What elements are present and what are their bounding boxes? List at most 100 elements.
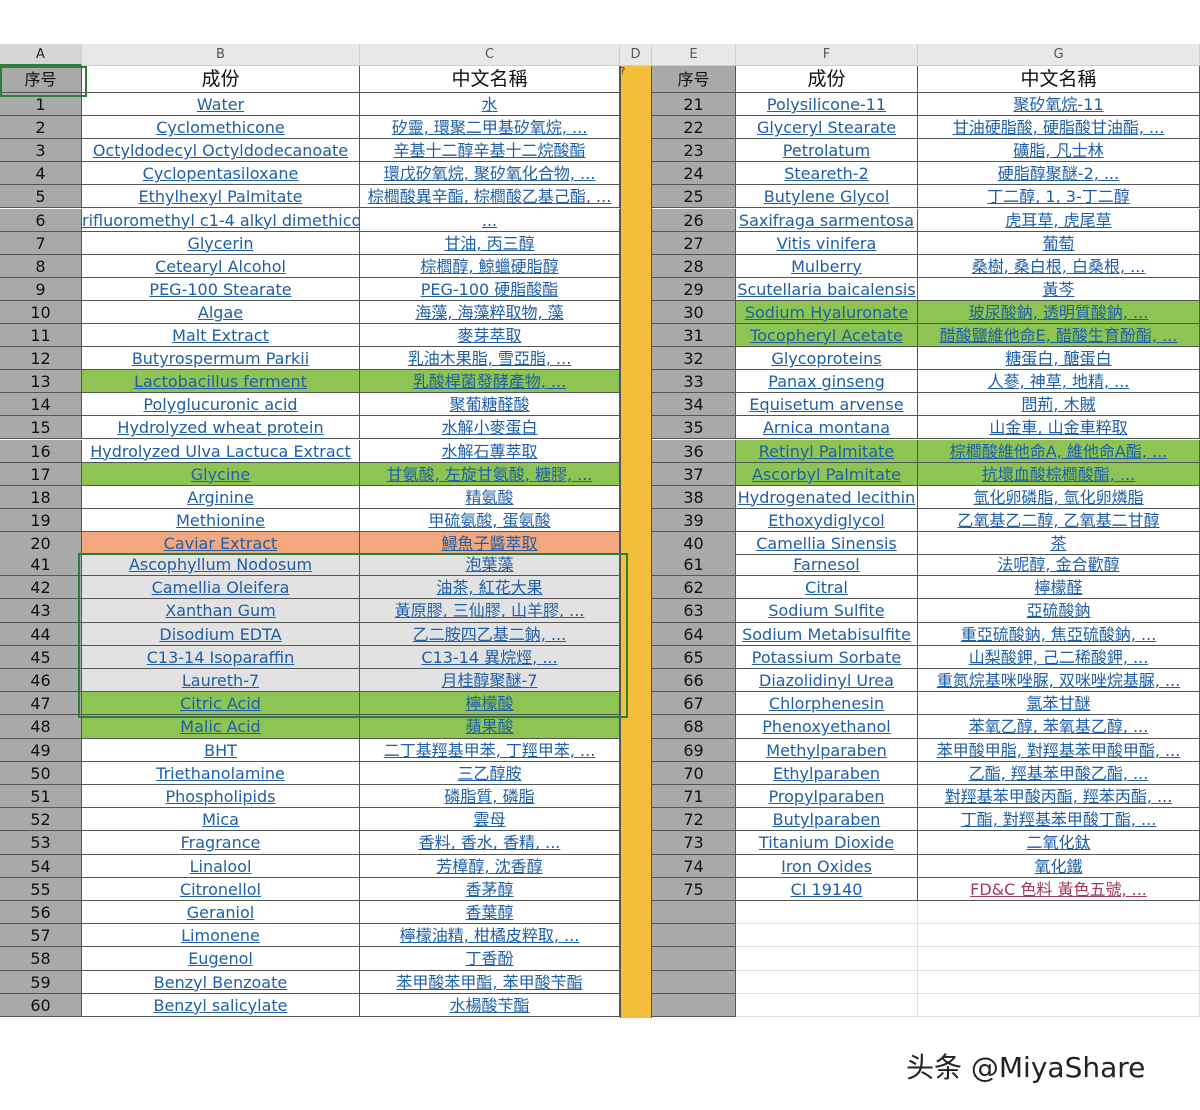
- chinese-name-link[interactable]: 聚葡糖醛酸: [360, 393, 620, 417]
- chinese-name-link[interactable]: 精氨酸: [360, 485, 620, 509]
- ingredient-link[interactable]: Octyldodecyl Octyldodecanoate: [82, 139, 360, 163]
- chinese-name-link[interactable]: 芳樟醇, 沈香醇: [360, 854, 620, 878]
- chinese-name-link[interactable]: 甲硫氨酸, 蛋氨酸: [360, 508, 620, 532]
- empty-cell[interactable]: [918, 993, 1200, 1017]
- chinese-name-link[interactable]: 苯甲酸苯甲酯, 苯甲酸苄酯: [360, 970, 620, 994]
- ingredient-link[interactable]: Benzyl salicylate: [82, 993, 360, 1017]
- ingredient-link[interactable]: Diazolidinyl Urea: [736, 669, 918, 693]
- ingredient-link[interactable]: Disodium EDTA: [82, 622, 360, 646]
- chinese-name-link[interactable]: 二氧化鈦: [918, 831, 1200, 855]
- chinese-name-link[interactable]: 醋酸鹽維他命E, 醋酸生育酚酯, ...: [918, 324, 1200, 348]
- ingredient-link[interactable]: Cyclopentasiloxane: [82, 162, 360, 186]
- chinese-name-link[interactable]: 雲母: [360, 808, 620, 832]
- ingredient-link[interactable]: Potassium Sorbate: [736, 645, 918, 669]
- ingredient-link[interactable]: Vitis vinifera: [736, 231, 918, 255]
- chinese-name-link[interactable]: 重氮烷基咪唑脲, 双咪唑烷基脲, ...: [918, 669, 1200, 693]
- ingredient-link[interactable]: C13-14 Isoparaffin: [82, 645, 360, 669]
- chinese-name-link[interactable]: 麥芽萃取: [360, 324, 620, 348]
- ingredient-link[interactable]: Butyrospermum Parkii: [82, 347, 360, 371]
- chinese-name-link[interactable]: 水: [360, 93, 620, 117]
- chinese-name-link[interactable]: 重亞硫酸鈉, 焦亞硫酸鈉, ...: [918, 622, 1200, 646]
- chinese-name-link[interactable]: 泡葉藻: [360, 553, 620, 577]
- chinese-name-link[interactable]: 乙酯, 羥基苯甲酸乙酯, ...: [918, 761, 1200, 785]
- chinese-name-link[interactable]: 虎耳草, 虎尾草: [918, 208, 1200, 232]
- chinese-name-link[interactable]: 水解小麥蛋白: [360, 416, 620, 440]
- empty-cell[interactable]: [736, 924, 918, 948]
- chinese-name-link[interactable]: 水楊酸苄酯: [360, 993, 620, 1017]
- chinese-name-link[interactable]: 辛基十二醇辛基十二烷酸酯: [360, 139, 620, 163]
- column-header-e[interactable]: E: [652, 44, 736, 66]
- chinese-name-link[interactable]: 硬脂醇聚醚-2, ...: [918, 162, 1200, 186]
- chinese-name-link[interactable]: 氫化卵磷脂, 氫化卵燐脂: [918, 485, 1200, 509]
- ingredient-link[interactable]: Hydrogenated lecithin: [736, 485, 918, 509]
- chinese-name-link[interactable]: 氯苯甘醚: [918, 692, 1200, 716]
- chinese-name-link[interactable]: 檸檬油精, 柑橘皮粹取, ...: [360, 924, 620, 948]
- chinese-name-link[interactable]: 山金車, 山金車粹取: [918, 416, 1200, 440]
- chinese-name-link[interactable]: 棕櫚醇, 鯨蠟硬脂醇: [360, 254, 620, 278]
- chinese-name-link[interactable]: 桑樹, 桑白根, 白桑根, ...: [918, 254, 1200, 278]
- ingredient-link[interactable]: Camellia Sinensis: [736, 531, 918, 555]
- empty-cell[interactable]: [736, 970, 918, 994]
- chinese-name-link[interactable]: 礦脂, 凡士林: [918, 139, 1200, 163]
- chinese-name-link[interactable]: 乳油木果脂, 雪亞脂, ...: [360, 347, 620, 371]
- chinese-name-link[interactable]: 丁香酚: [360, 947, 620, 971]
- ingredient-link[interactable]: Linalool: [82, 854, 360, 878]
- ingredient-link[interactable]: Malic Acid: [82, 715, 360, 739]
- ingredient-link[interactable]: Ethylparaben: [736, 761, 918, 785]
- ingredient-link[interactable]: Steareth-2: [736, 162, 918, 186]
- chinese-name-link[interactable]: PEG-100 硬脂酸酯: [360, 277, 620, 301]
- ingredient-link[interactable]: BHT: [82, 738, 360, 762]
- chinese-name-link[interactable]: 環戊矽氧烷, 聚矽氧化合物, ...: [360, 162, 620, 186]
- ingredient-link[interactable]: Iron Oxides: [736, 854, 918, 878]
- ingredient-link[interactable]: Sodium Sulfite: [736, 599, 918, 623]
- ingredient-link[interactable]: PEG-100 Stearate: [82, 277, 360, 301]
- column-header-d[interactable]: D: [620, 44, 652, 66]
- ingredient-link[interactable]: Camellia Oleifera: [82, 576, 360, 600]
- ingredient-link[interactable]: Butylparaben: [736, 808, 918, 832]
- ingredient-link[interactable]: Cyclomethicone: [82, 116, 360, 140]
- ingredient-link[interactable]: Sodium Hyaluronate: [736, 300, 918, 324]
- empty-cell[interactable]: [918, 970, 1200, 994]
- chinese-name-link[interactable]: FD&C 色料 黃色五號, ...: [918, 877, 1200, 901]
- chinese-name-link[interactable]: 棕櫚酸維他命A, 維他命A酯, ...: [918, 439, 1200, 463]
- ingredient-link[interactable]: Caviar Extract: [82, 531, 360, 555]
- chinese-name-link[interactable]: 亞硫酸鈉: [918, 599, 1200, 623]
- column-header-c[interactable]: C: [360, 44, 620, 66]
- ingredient-link[interactable]: Arnica montana: [736, 416, 918, 440]
- ingredient-link[interactable]: Citronellol: [82, 877, 360, 901]
- ingredient-link[interactable]: Polyglucuronic acid: [82, 393, 360, 417]
- ingredient-link[interactable]: Mica: [82, 808, 360, 832]
- ingredient-link[interactable]: Water: [82, 93, 360, 117]
- chinese-name-link[interactable]: 苯甲酸甲脂, 對羥基苯甲酸甲酯, ...: [918, 738, 1200, 762]
- chinese-name-link[interactable]: 丁二醇, 1, 3-丁二醇: [918, 185, 1200, 209]
- ingredient-link[interactable]: Laureth-7: [82, 669, 360, 693]
- chinese-name-link[interactable]: 山梨酸鉀, 己二稀酸鉀, ...: [918, 645, 1200, 669]
- ingredient-link[interactable]: Equisetum arvense: [736, 393, 918, 417]
- chinese-name-link[interactable]: 海藻, 海藻粹取物, 藻: [360, 300, 620, 324]
- chinese-name-link[interactable]: 乙二胺四乙基二鈉, ...: [360, 622, 620, 646]
- chinese-name-link[interactable]: 茶: [918, 531, 1200, 555]
- chinese-name-link[interactable]: 蘋果酸: [360, 715, 620, 739]
- chinese-name-link[interactable]: 乙氧基乙二醇, 乙氧基二甘醇: [918, 508, 1200, 532]
- ingredient-link[interactable]: Hydrolyzed wheat protein: [82, 416, 360, 440]
- chinese-name-link[interactable]: 人蔘, 神草, 地精, ...: [918, 370, 1200, 394]
- ingredient-link[interactable]: Chlorphenesin: [736, 692, 918, 716]
- chinese-name-link[interactable]: 檸檬酸: [360, 692, 620, 716]
- ingredient-link[interactable]: Polysilicone-11: [736, 93, 918, 117]
- ingredient-link[interactable]: Phenoxyethanol: [736, 715, 918, 739]
- chinese-name-link[interactable]: ...: [360, 208, 620, 232]
- empty-cell[interactable]: [736, 947, 918, 971]
- ingredient-link[interactable]: CI 19140: [736, 877, 918, 901]
- ingredient-link[interactable]: Citric Acid: [82, 692, 360, 716]
- empty-cell[interactable]: [736, 901, 918, 925]
- chinese-name-link[interactable]: 丁酯, 對羥基苯甲酸丁酯, ...: [918, 808, 1200, 832]
- ingredient-link[interactable]: Xanthan Gum: [82, 599, 360, 623]
- chinese-name-link[interactable]: 香料, 香水, 香精, ...: [360, 831, 620, 855]
- empty-cell[interactable]: [918, 947, 1200, 971]
- chinese-name-link[interactable]: 糖蛋白, 醣蛋白: [918, 347, 1200, 371]
- chinese-name-link[interactable]: 黃原膠, 三仙膠, 山羊膠, ...: [360, 599, 620, 623]
- column-header-g[interactable]: G: [918, 44, 1200, 66]
- ingredient-link[interactable]: Phospholipids: [82, 785, 360, 809]
- ingredient-link[interactable]: Ethylhexyl Palmitate: [82, 185, 360, 209]
- empty-cell[interactable]: [918, 901, 1200, 925]
